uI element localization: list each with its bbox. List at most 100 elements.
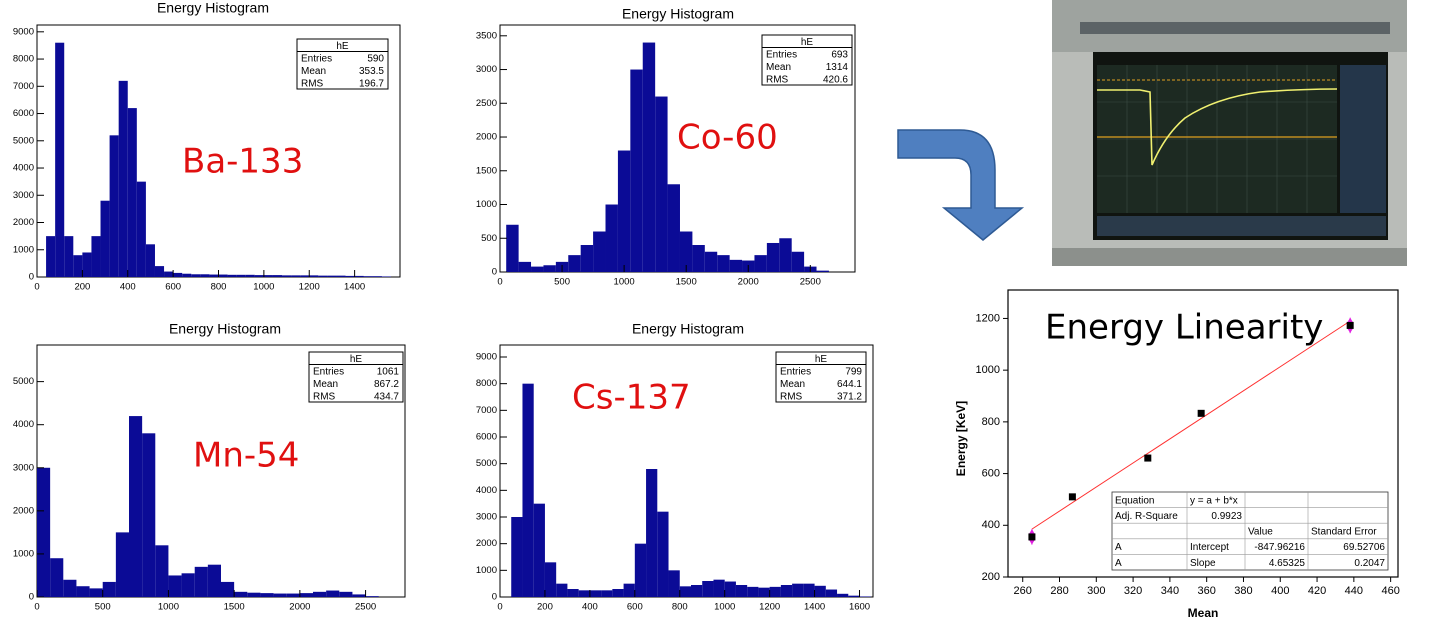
histogram-bar [260, 593, 274, 597]
y-axis-label: Energy [KeV] [954, 401, 968, 476]
histogram-bar [365, 596, 379, 597]
histogram-bar [145, 244, 155, 277]
fit-table-cell: Intercept [1190, 542, 1229, 553]
histogram-bar [89, 588, 103, 597]
y-tick-label: 6000 [476, 432, 497, 443]
histogram-bar [769, 586, 781, 597]
x-tick-label: 400 [1271, 585, 1289, 597]
x-tick-label: 360 [1197, 585, 1215, 597]
x-tick-label: 500 [95, 602, 111, 613]
y-tick-label: 4000 [13, 419, 34, 430]
stats-value: 693 [831, 49, 848, 60]
histogram-bar [234, 591, 248, 597]
histogram-bar [299, 593, 313, 597]
histogram-bar [63, 579, 77, 597]
x-tick-label: 320 [1124, 585, 1142, 597]
histogram-bar [848, 595, 860, 597]
histogram-bar [506, 224, 519, 272]
histogram-bar [522, 383, 534, 597]
oscilloscope-photo [1052, 0, 1407, 266]
histogram-bar [313, 591, 327, 597]
y-tick-label: 2000 [476, 132, 497, 143]
y-tick-label: 5000 [13, 135, 34, 146]
histogram-bar [679, 586, 691, 597]
x-tick-label: 280 [1050, 585, 1068, 597]
fit-table-cell: A [1115, 542, 1122, 553]
fit-table-cell: Adj. R-Square [1115, 511, 1178, 522]
histogram-bar [825, 589, 838, 597]
y-tick-label: 5000 [13, 376, 34, 387]
source-label: Cs-137 [572, 378, 691, 418]
y-tick-label: 7000 [13, 81, 34, 92]
stats-title: hE [336, 41, 349, 52]
y-tick-label: 1000 [13, 548, 34, 559]
histogram-bar [511, 517, 523, 597]
y-tick-label: 200 [982, 571, 1000, 583]
histogram-bar [109, 135, 119, 277]
histogram-bar [543, 265, 556, 272]
stats-label: Mean [301, 66, 326, 77]
stats-value: 799 [845, 366, 862, 377]
y-tick-label: 1000 [476, 199, 497, 210]
y-tick-label: 8000 [13, 54, 34, 65]
x-tick-label: 800 [211, 282, 227, 293]
x-tick-label: 400 [120, 282, 136, 293]
stats-value: 867.2 [374, 379, 399, 390]
histogram-bar [100, 200, 110, 277]
chart-title: Energy Histogram [157, 0, 269, 16]
histogram-bar [354, 275, 364, 277]
histogram-bar [46, 236, 56, 277]
stats-box [308, 351, 404, 403]
histogram-bar [76, 586, 90, 597]
y-tick-label: 2000 [476, 538, 497, 549]
source-label: Ba-133 [182, 142, 303, 182]
histogram-bar [859, 596, 871, 597]
stats-box [296, 38, 389, 90]
scope-bottom [1052, 248, 1407, 266]
histogram-bar [326, 590, 340, 597]
histogram-bar [816, 270, 829, 272]
histogram-bar [102, 581, 116, 597]
histogram-bar [182, 273, 192, 277]
y-tick-label: 3500 [476, 30, 497, 41]
stats-value: 1314 [826, 62, 849, 73]
histogram-bar [55, 42, 65, 278]
histogram-bar [837, 593, 849, 597]
y-tick-label: 7000 [476, 405, 497, 416]
histogram-bar [155, 545, 169, 597]
histogram-bar [286, 593, 300, 597]
x-tick-label: 0 [497, 277, 502, 288]
histogram-bar [724, 581, 736, 597]
histogram-bar [642, 42, 656, 272]
histogram-bar [814, 585, 826, 597]
fit-table-cell: -847.96216 [1254, 542, 1305, 553]
histogram-bar [164, 271, 174, 277]
histogram-bar [729, 259, 743, 272]
y-tick-label: 0 [492, 267, 497, 278]
fit-table-cell: 4.65325 [1269, 558, 1306, 569]
histogram-bar [142, 433, 156, 597]
histogram-bar [567, 589, 579, 597]
histogram-bar [37, 467, 51, 597]
y-tick-label: 0 [29, 592, 34, 603]
x-tick-label: 300 [1087, 585, 1105, 597]
x-tick-label: 420 [1308, 585, 1326, 597]
x-tick-label: 200 [537, 602, 553, 613]
histogram-bar [191, 274, 201, 277]
fit-table-box [1111, 491, 1389, 571]
x-tick-label: 1000 [253, 282, 274, 293]
stats-label: Mean [780, 379, 805, 390]
fit-table-cell: Standard Error [1311, 527, 1377, 538]
x-tick-label: 1400 [344, 282, 365, 293]
histogram-bar [64, 236, 74, 277]
stats-label: Entries [780, 366, 811, 377]
histogram-bar [568, 255, 581, 272]
histogram-bar [646, 469, 658, 597]
histogram-bar [227, 274, 237, 277]
y-tick-label: 2500 [476, 98, 497, 109]
x-tick-label: 260 [1014, 585, 1032, 597]
histogram-bar [623, 583, 635, 597]
histogram-bar [679, 231, 693, 272]
y-tick-label: 1000 [476, 565, 497, 576]
